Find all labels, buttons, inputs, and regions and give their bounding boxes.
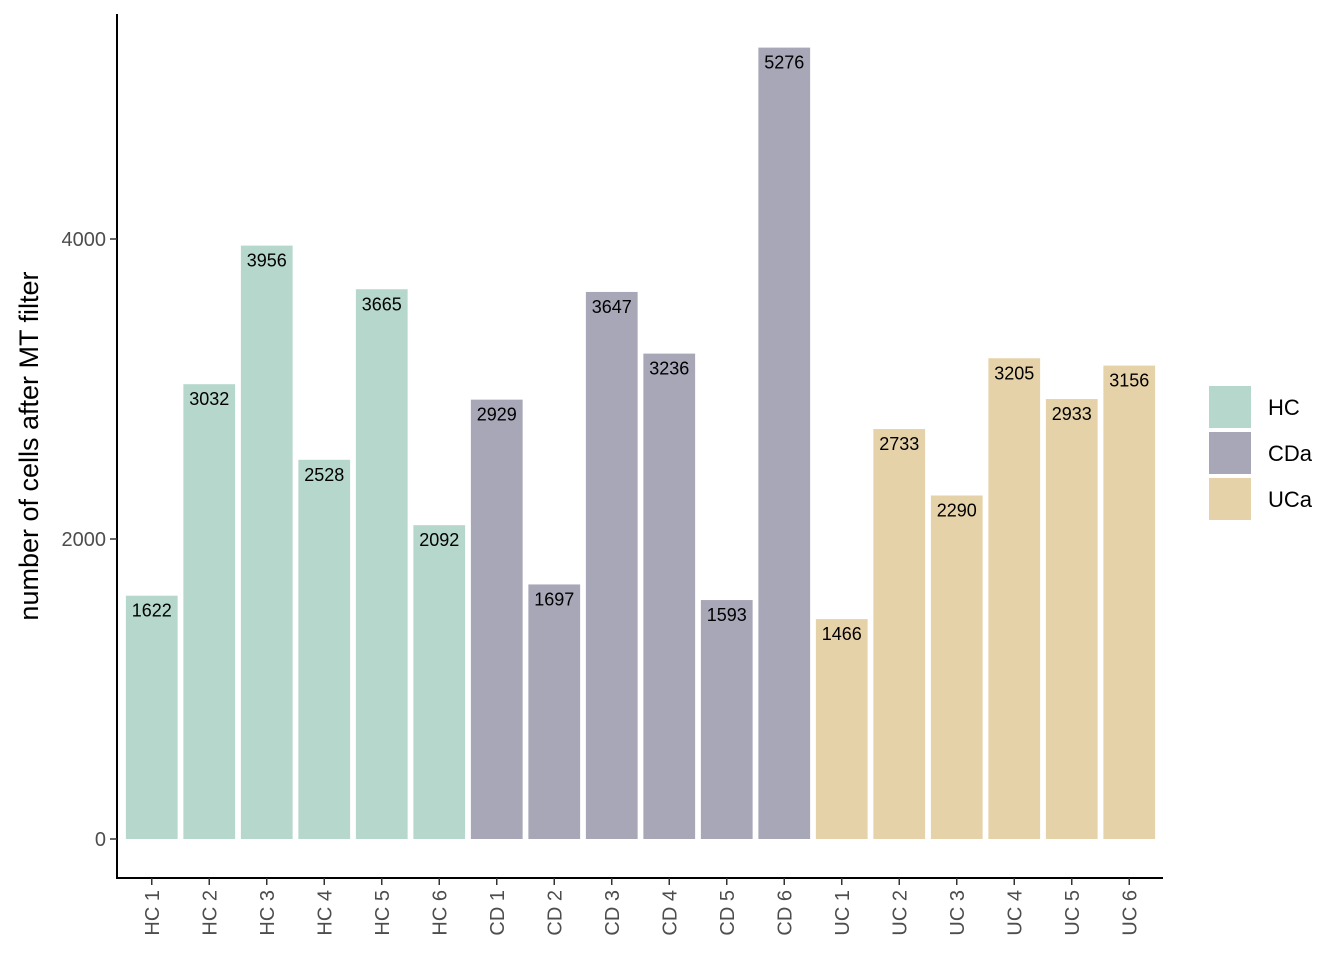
bar-cd-1 bbox=[470, 399, 523, 839]
bar-uc-4 bbox=[988, 358, 1041, 839]
bar-hc-2 bbox=[183, 384, 236, 839]
y-ticks-layer: 0 2000 4000 bbox=[62, 229, 117, 851]
bar-hc-6 bbox=[413, 525, 466, 839]
x-tick-label: UC 1 bbox=[832, 890, 854, 936]
bar-uc-2 bbox=[873, 429, 926, 839]
data-label: 1697 bbox=[534, 589, 574, 609]
bar-hc-4 bbox=[298, 459, 351, 839]
bar-cd-5 bbox=[700, 600, 753, 839]
x-ticks-layer: HC 1 HC 2 HC 3 HC 4 HC 5 HC 6 CD 1 CD 2 CD 3 CD 4… bbox=[142, 878, 1141, 936]
data-label: 3956 bbox=[247, 251, 287, 271]
data-label: 3647 bbox=[592, 297, 632, 317]
x-tick-label: HC 2 bbox=[199, 890, 221, 936]
data-label: 3665 bbox=[362, 294, 402, 314]
x-tick-label: CD 5 bbox=[717, 890, 739, 936]
bar-cd-3 bbox=[585, 291, 638, 839]
data-label: 2929 bbox=[477, 405, 517, 425]
x-tick-label: HC 5 bbox=[372, 890, 394, 936]
data-label: 2933 bbox=[1052, 404, 1092, 424]
legend-swatch-hc bbox=[1209, 386, 1251, 428]
bar-cd-2 bbox=[528, 584, 581, 839]
x-tick-label: HC 3 bbox=[257, 890, 279, 936]
data-label: 1593 bbox=[707, 605, 747, 625]
legend-swatch-cda bbox=[1209, 432, 1251, 474]
bar-cd-6 bbox=[758, 47, 811, 840]
bar-uc-1 bbox=[815, 619, 868, 839]
legend-swatch-uca bbox=[1209, 478, 1251, 520]
y-tick-label: 4000 bbox=[62, 229, 107, 251]
data-label: 2092 bbox=[419, 530, 459, 550]
legend-label-cda: CDa bbox=[1268, 441, 1313, 466]
bar-uc-6 bbox=[1103, 365, 1156, 839]
x-tick-label: CD 1 bbox=[487, 890, 509, 936]
bar-hc-5 bbox=[355, 289, 408, 839]
x-tick-label: CD 6 bbox=[774, 890, 796, 936]
x-tick-label: HC 1 bbox=[142, 890, 164, 936]
data-label: 2528 bbox=[304, 465, 344, 485]
bar-uc-5 bbox=[1045, 399, 1098, 839]
bar-uc-3 bbox=[930, 495, 983, 839]
data-label: 2290 bbox=[937, 501, 977, 521]
data-label: 1622 bbox=[132, 601, 172, 621]
data-label: 3156 bbox=[1109, 371, 1149, 391]
data-label: 2733 bbox=[879, 434, 919, 454]
bar-hc-1 bbox=[125, 595, 178, 839]
bar-hc-3 bbox=[240, 245, 293, 840]
x-tick-label: UC 6 bbox=[1119, 890, 1141, 936]
x-tick-label: HC 6 bbox=[429, 890, 451, 936]
x-tick-label: CD 3 bbox=[602, 890, 624, 936]
y-tick-label: 2000 bbox=[62, 529, 107, 551]
legend: HC CDa UCa bbox=[1209, 386, 1313, 520]
x-tick-label: UC 2 bbox=[889, 890, 911, 936]
data-label: 5276 bbox=[764, 53, 804, 73]
y-axis-title: number of cells after MT filter bbox=[14, 271, 44, 620]
legend-label-hc: HC bbox=[1268, 395, 1300, 420]
y-tick-label: 0 bbox=[95, 829, 106, 851]
data-label: 1466 bbox=[822, 624, 862, 644]
data-label: 3236 bbox=[649, 359, 689, 379]
x-tick-label: UC 4 bbox=[1004, 890, 1026, 936]
x-tick-label: HC 4 bbox=[314, 890, 336, 936]
data-label: 3032 bbox=[189, 389, 229, 409]
data-label: 3205 bbox=[994, 363, 1034, 383]
x-tick-label: UC 5 bbox=[1062, 890, 1084, 936]
bar-labels-layer: 1622 3032 3956 2528 3665 2092 2929 1697 3647 3236… bbox=[132, 53, 1150, 644]
bar-cd-4 bbox=[643, 353, 696, 839]
x-tick-label: CD 2 bbox=[544, 890, 566, 936]
legend-label-uca: UCa bbox=[1268, 487, 1313, 512]
x-tick-label: CD 4 bbox=[659, 890, 681, 936]
bars-layer bbox=[125, 47, 1156, 840]
x-tick-label: UC 3 bbox=[947, 890, 969, 936]
